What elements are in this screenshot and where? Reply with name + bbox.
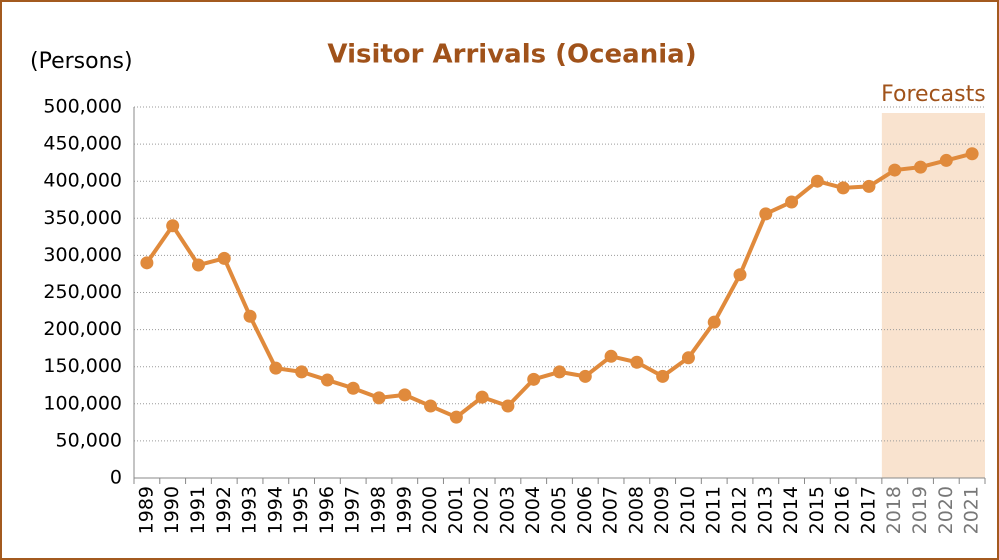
point: [630, 355, 644, 369]
x-tick-label: 2012: [729, 486, 751, 534]
x-tick-label: 2004: [522, 486, 544, 534]
x-tick-label: 2017: [857, 486, 879, 534]
point: [939, 153, 953, 167]
x-tick-label: 2020: [935, 486, 957, 534]
x-tick-label: 2021: [961, 486, 983, 534]
point: [140, 256, 154, 270]
x-tick-label: 1989: [135, 486, 157, 534]
x-tick-label: 2000: [419, 486, 441, 534]
x-tick-label: 1993: [239, 486, 261, 534]
x-tick-label: 1992: [213, 486, 235, 534]
chart-title: Visitor Arrivals (Oceania): [327, 40, 696, 70]
point: [475, 390, 489, 404]
x-tick-label: 2013: [754, 486, 776, 534]
y-tick-label: 350,000: [43, 207, 122, 229]
x-tick-label: 2007: [600, 486, 622, 534]
x-tick-label: 2001: [445, 486, 467, 534]
x-tick-label: 2002: [471, 486, 493, 534]
y-tick-label: 400,000: [43, 170, 122, 192]
x-tick-label: 2014: [780, 486, 802, 534]
y-tick-label: 150,000: [43, 355, 122, 377]
point: [810, 174, 824, 188]
y-tick-label: 0: [110, 467, 122, 489]
point: [424, 399, 438, 413]
x-tick-label: 2009: [651, 486, 673, 534]
point: [836, 181, 850, 195]
x-tick-label: 1996: [316, 486, 338, 534]
point: [604, 349, 618, 363]
point: [759, 207, 773, 221]
x-tick-label: 2003: [496, 486, 518, 534]
y-tick-label: 100,000: [43, 392, 122, 414]
x-tick-label: 2015: [806, 486, 828, 534]
point: [965, 147, 979, 161]
x-tick-label: 2016: [832, 486, 854, 534]
x-tick-label: 1994: [264, 486, 286, 534]
x-tick-label: 2011: [703, 486, 725, 534]
x-tick-label: 2005: [548, 486, 570, 534]
x-tick-label: 1995: [290, 486, 312, 534]
point: [785, 195, 799, 209]
point: [578, 369, 592, 383]
point: [320, 373, 334, 387]
point: [449, 410, 463, 424]
point: [398, 388, 412, 402]
point: [656, 369, 670, 383]
point: [707, 315, 721, 329]
point: [243, 309, 257, 323]
x-tick-label: 2008: [625, 486, 647, 534]
point: [372, 391, 386, 405]
point: [553, 365, 566, 379]
point: [295, 365, 309, 379]
x-tick-label: 2018: [883, 486, 905, 534]
y-tick-label: 200,000: [43, 318, 122, 340]
point: [346, 381, 360, 395]
point: [217, 251, 231, 265]
x-tick-label: 2010: [677, 486, 699, 534]
forecast-label: Forecasts: [881, 82, 986, 107]
x-tick-label: 1990: [161, 486, 183, 534]
point: [501, 399, 515, 413]
y-tick-label: 300,000: [43, 244, 122, 266]
x-tick-label: 2019: [909, 486, 931, 534]
y-tick-label: 500,000: [43, 96, 122, 118]
point: [681, 351, 695, 365]
x-tick-label: 1997: [342, 486, 364, 534]
x-tick-label: 1999: [393, 486, 415, 534]
point: [527, 372, 541, 386]
point: [166, 219, 180, 233]
point: [862, 179, 876, 193]
y-axis-label: (Persons): [30, 49, 133, 74]
point: [888, 163, 902, 177]
y-tick-label: 250,000: [43, 281, 122, 303]
point: [914, 160, 928, 174]
x-tick-label: 1991: [187, 486, 209, 534]
y-tick-label: 450,000: [43, 133, 122, 155]
x-tick-label: 1998: [367, 486, 389, 534]
point: [191, 258, 205, 272]
point: [733, 268, 747, 282]
x-tick-label: 2006: [574, 486, 596, 534]
y-tick-label: 50,000: [56, 429, 122, 451]
point: [269, 361, 283, 375]
